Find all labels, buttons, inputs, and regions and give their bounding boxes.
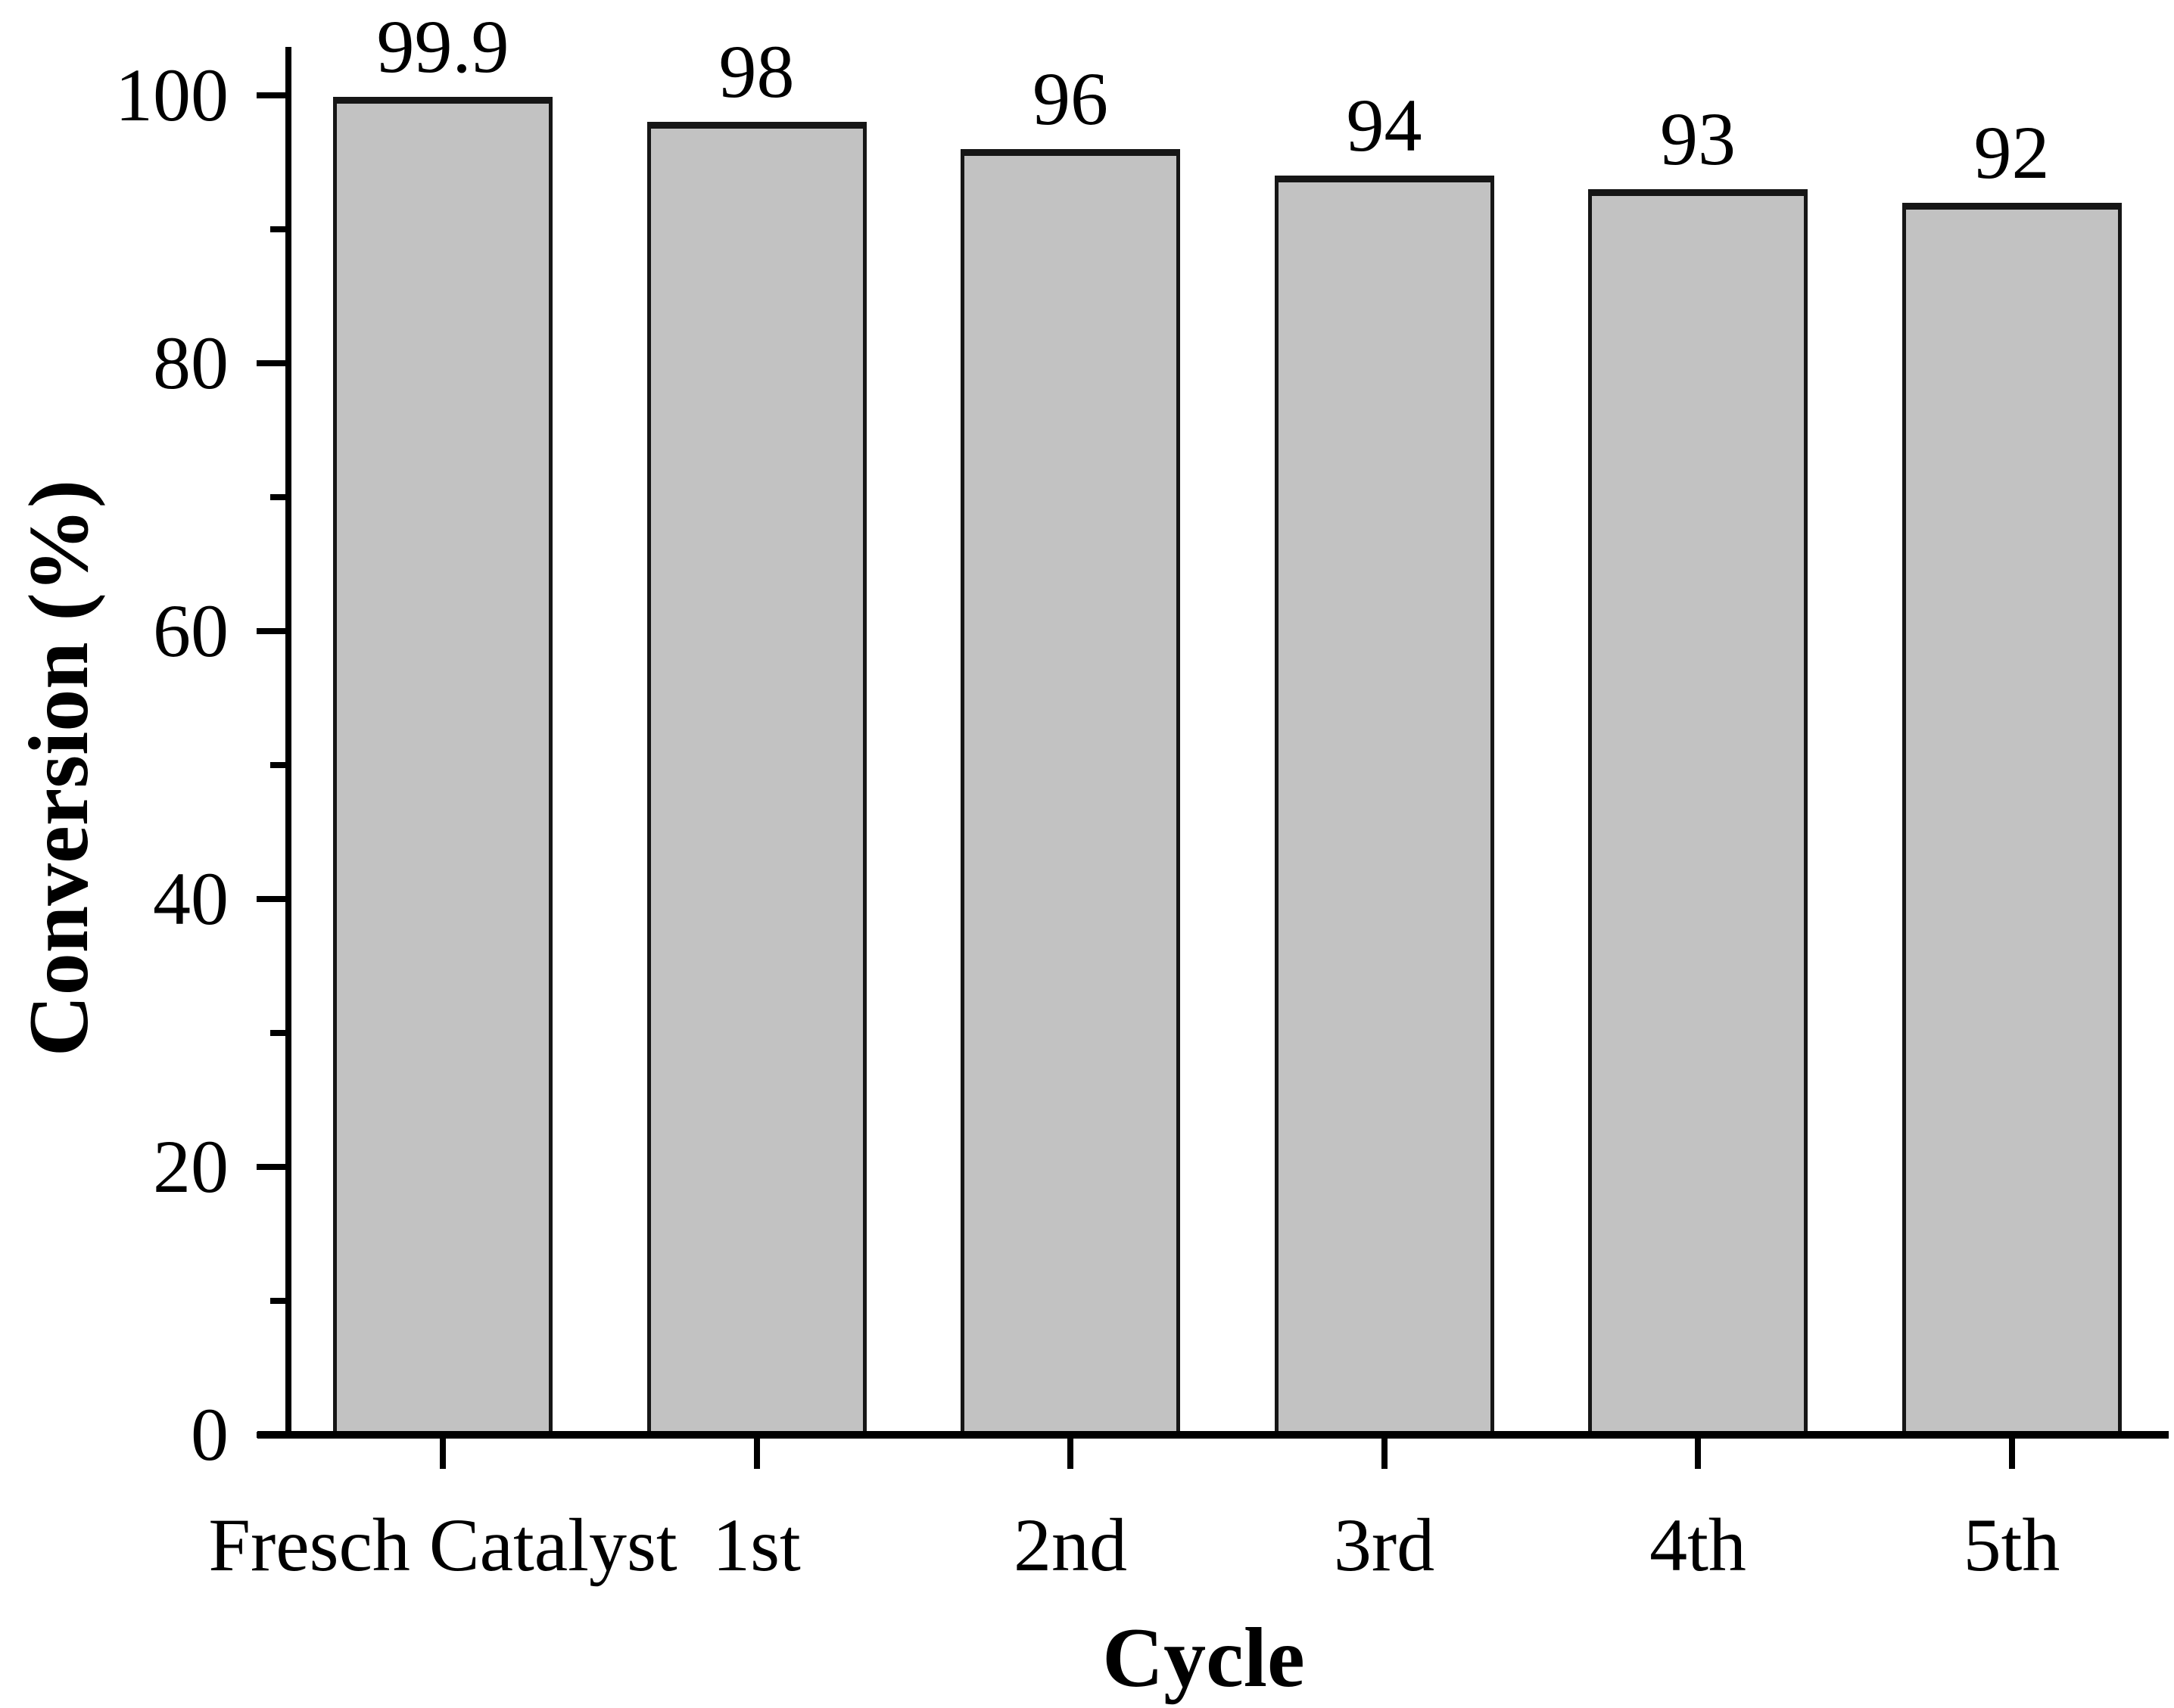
x-tick (1381, 1439, 1388, 1469)
x-tick-label: 5th (1963, 1503, 2060, 1587)
bar-value-label: 94 (1346, 83, 1422, 168)
bar-value-label: 92 (1973, 110, 2050, 194)
bar-value-label: 96 (1032, 56, 1108, 141)
y-tick-label: 80 (153, 321, 229, 405)
y-minor-tick (270, 1298, 285, 1304)
y-minor-tick (270, 1030, 285, 1036)
bar-5th (1901, 202, 2122, 1435)
bar-Fresch Catalyst (333, 96, 553, 1435)
x-tick-label: 4th (1649, 1503, 1746, 1587)
y-tick-label: 60 (153, 589, 229, 673)
x-tick-label: 3rd (1333, 1503, 1435, 1587)
x-tick (1695, 1439, 1701, 1469)
y-major-tick (257, 92, 285, 98)
y-major-tick (257, 628, 285, 634)
x-axis-line (257, 1431, 2169, 1439)
x-tick-label: Fresch Catalyst (208, 1503, 677, 1587)
bar-value-label: 99.9 (376, 4, 509, 89)
x-tick (2008, 1439, 2015, 1469)
y-major-tick (257, 1432, 285, 1438)
bar-2nd (961, 148, 1180, 1435)
y-tick-label: 20 (153, 1125, 229, 1209)
y-tick-label: 0 (191, 1392, 229, 1476)
y-major-tick (257, 1164, 285, 1170)
y-axis-line (285, 47, 291, 1439)
x-tick (1067, 1439, 1073, 1469)
y-minor-tick (270, 226, 285, 232)
y-major-tick (257, 360, 285, 366)
y-minor-tick (270, 494, 285, 500)
x-tick (440, 1439, 446, 1469)
y-major-tick (257, 896, 285, 902)
x-tick-label: 2nd (1014, 1503, 1127, 1587)
bar-4th (1588, 188, 1808, 1435)
bar-value-label: 98 (718, 30, 795, 114)
x-tick-label: 1st (712, 1503, 801, 1587)
x-axis-title: Cycle (1102, 1611, 1305, 1705)
bar-1st (646, 122, 867, 1435)
bar-value-label: 93 (1660, 96, 1736, 181)
y-tick-label: 100 (115, 53, 229, 137)
y-minor-tick (270, 762, 285, 768)
y-tick-label: 40 (153, 857, 229, 941)
bar-3rd (1274, 176, 1494, 1435)
x-tick (753, 1439, 760, 1469)
